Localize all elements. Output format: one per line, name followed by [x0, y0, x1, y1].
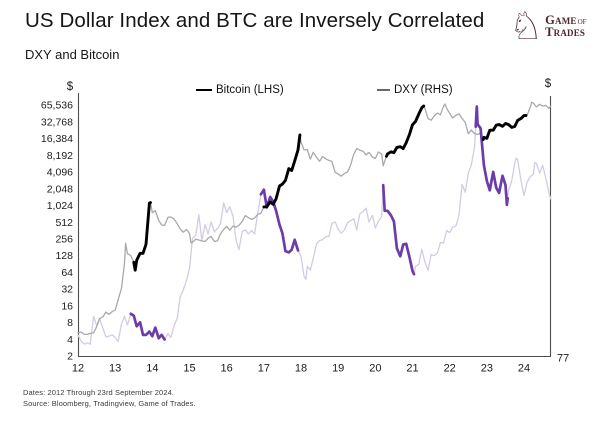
footer-source: Source: Bloomberg, Tradingview, Game of …	[23, 398, 196, 408]
chess-knight-icon: ♘	[509, 4, 544, 48]
x-axis-label: 23	[481, 363, 493, 375]
x-axis-label: 18	[295, 363, 307, 375]
dxy-line-swatch	[377, 88, 390, 92]
y-axis-label: 65,536	[41, 100, 73, 112]
x-axis-label: 19	[332, 363, 344, 375]
y-axis-label: 16	[61, 300, 73, 312]
x-axis-label: 24	[518, 363, 530, 375]
y-axis-label: 4	[67, 334, 73, 346]
y-axis-label: 32	[61, 284, 73, 296]
y-axis-label: 2	[67, 351, 73, 363]
x-axis-label: 13	[109, 363, 121, 375]
x-axis-label: 12	[72, 363, 84, 375]
dxy-highlight-segment	[129, 312, 166, 341]
x-axis-label: 16	[221, 363, 233, 375]
x-axis-label: 20	[369, 363, 381, 375]
y-axis-label: 4,096	[47, 167, 73, 179]
y-axis-label: 256	[55, 233, 73, 245]
right-axis-bottom-label: 77	[557, 353, 569, 365]
y-axis-label: 32,768	[41, 116, 73, 128]
x-axis-label: 21	[406, 363, 418, 375]
brand-word-of: of	[577, 18, 587, 26]
footer-dates: Dates: 2012 Through 23rd September 2024.	[23, 388, 175, 397]
x-axis-label: 17	[258, 363, 270, 375]
dxy-highlight-segment	[259, 188, 300, 254]
bitcoin-highlight-segment	[385, 104, 426, 158]
right-axis-dollar: $	[545, 78, 552, 90]
y-axis-label: 64	[61, 267, 73, 279]
brand-word-trades: Trades	[545, 25, 586, 39]
chart-subtitle: DXY and Bitcoin	[25, 47, 120, 62]
y-axis-label: 8,192	[47, 150, 73, 162]
bitcoin-highlight-segment	[262, 133, 302, 209]
axis-left-bottom	[77, 93, 551, 358]
y-axis-label: 16,384	[41, 133, 73, 145]
legend-item-dxy: DXY (RHS)	[377, 84, 453, 96]
y-axis-label: 1,024	[47, 200, 73, 212]
dxy-highlight-segment	[381, 183, 416, 276]
y-axis-label: 128	[55, 250, 73, 262]
y-axis-label: 512	[55, 217, 73, 229]
chart-title: US Dollar Index and BTC are Inversely Co…	[25, 9, 485, 32]
footer-notes: Dates: 2012 Through 23rd September 2024.…	[23, 388, 196, 409]
x-axis-label: 22	[444, 363, 456, 375]
brand-word-game: Game	[545, 13, 577, 27]
legend-item-bitcoin: Bitcoin (LHS)	[196, 84, 284, 96]
bitcoin-highlight-segment	[481, 114, 528, 141]
dxy-highlight-segment	[474, 105, 510, 207]
y-axis-label: 8	[67, 317, 73, 329]
bitcoin-highlight-segment	[132, 201, 152, 272]
legend-label-dxy: DXY (RHS)	[394, 84, 453, 96]
x-axis-label: 14	[146, 363, 158, 375]
x-axis-label: 15	[183, 363, 195, 375]
left-axis-dollar: $	[67, 81, 74, 93]
legend-label-bitcoin: Bitcoin (LHS)	[216, 84, 284, 96]
y-axis-label: 2,048	[47, 183, 73, 195]
bitcoin-line	[77, 101, 552, 336]
bitcoin-line-swatch	[196, 88, 212, 92]
